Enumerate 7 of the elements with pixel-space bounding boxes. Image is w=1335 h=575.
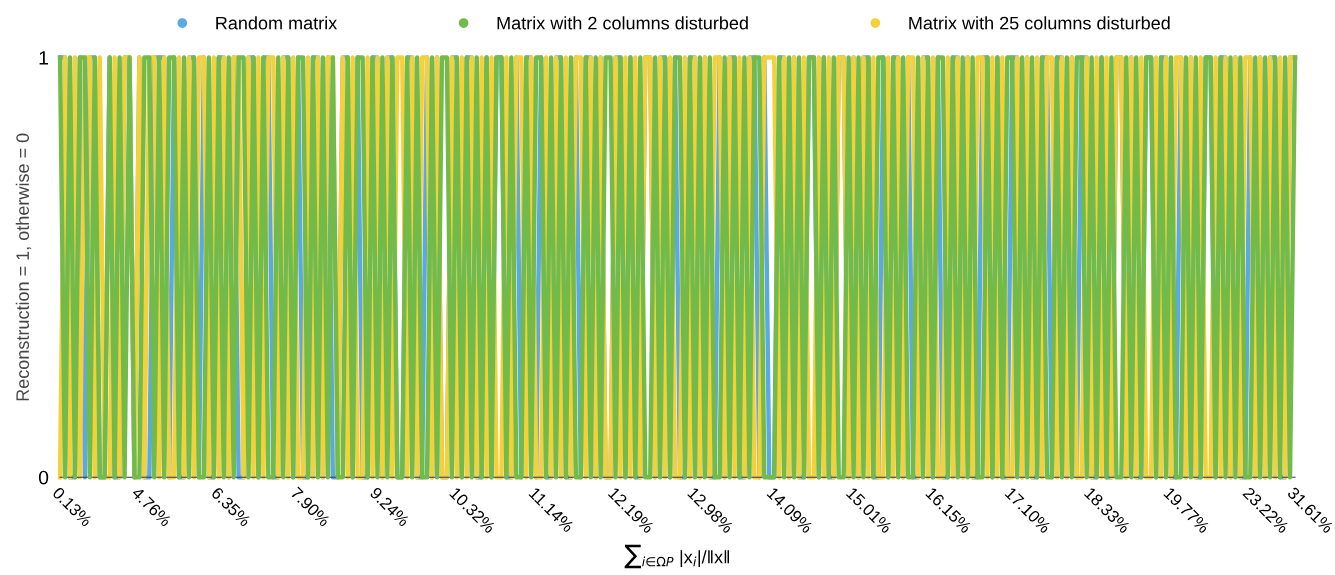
y-axis-title: Reconstruction = 1, otherwise = 0: [15, 133, 32, 401]
x-axis-title: ∑$_{i∈ΩP}$ |x$_{i}$|/‖x‖: [624, 544, 729, 569]
legend-label: Matrix with 2 columns disturbed: [497, 16, 748, 30]
legend-label: Matrix with 25 columns disturbed: [909, 16, 1170, 30]
y-tick-label: 1: [39, 51, 49, 65]
legend-label: Random matrix: [216, 16, 338, 30]
y-tick-label: 0: [38, 470, 49, 485]
